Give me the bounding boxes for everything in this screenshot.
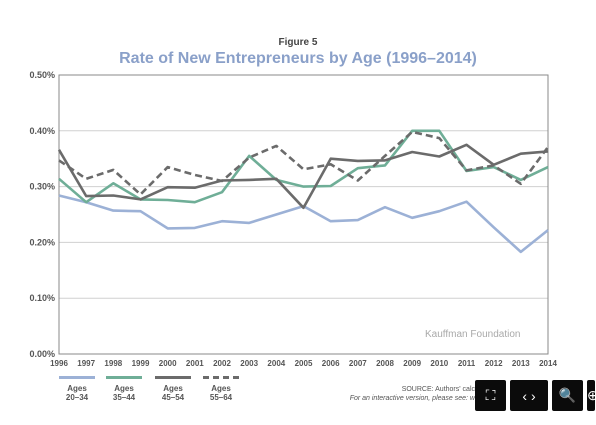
y-tick-label: 0.40% <box>29 126 55 136</box>
legend-label-line: Ages <box>114 384 134 393</box>
fit-icon: ⛶ <box>485 387 496 403</box>
watermark: Kauffman Foundation <box>425 329 521 340</box>
x-tick-label: 2013 <box>512 359 530 368</box>
x-tick-label: 1997 <box>77 359 95 368</box>
series-line-2 <box>58 129 549 204</box>
zoom-out-button[interactable]: 🔍 <box>552 380 583 411</box>
x-tick-label: 2014 <box>539 359 557 368</box>
fit-page-button[interactable]: ⛶ <box>475 380 506 411</box>
figure-label: Figure 5 <box>278 37 318 48</box>
x-tick-label: 2000 <box>159 359 177 368</box>
x-tick-label: 2002 <box>213 359 231 368</box>
series-line-3 <box>57 143 549 210</box>
expand-horizontal-icon: ‹ › <box>522 387 536 404</box>
x-tick-label: 2011 <box>458 359 476 368</box>
x-tick-label: 2005 <box>295 359 313 368</box>
zoom-in-icon: ⊕ <box>587 387 595 403</box>
legend-item: Ages 45–54 <box>148 376 198 402</box>
interactive-version-note: For an interactive version, please see: … <box>349 395 475 402</box>
zoom-out-icon: 🔍 <box>558 387 577 403</box>
y-tick-label: 0.00% <box>29 349 55 359</box>
legend-label-line: 20–34 <box>65 393 89 402</box>
plot-frame <box>58 74 549 355</box>
x-tick-label: 2010 <box>430 359 448 368</box>
legend-swatch <box>106 376 142 379</box>
fit-width-button[interactable]: ‹ › <box>510 380 548 411</box>
x-tick-label: 2012 <box>485 359 503 368</box>
y-tick-label: 0.20% <box>29 237 55 247</box>
source-note: SOURCE: Authors' calc For an interactive… <box>300 385 475 407</box>
chart-title: Rate of New Entrepreneurs by Age (1996–2… <box>119 50 477 67</box>
y-tick-label: 0.50% <box>29 70 55 80</box>
legend-item: Ages 55–64 <box>196 376 246 402</box>
legend-label: Ages 20–34 <box>52 384 102 402</box>
legend-label: Ages 35–44 <box>99 384 149 402</box>
source-line: SOURCE: Authors' calc <box>401 386 475 393</box>
series-line-1 <box>58 194 549 254</box>
x-tick-label: 2009 <box>403 359 421 368</box>
legend-label: Ages 45–54 <box>148 384 198 402</box>
x-tick-label: 1998 <box>104 359 122 368</box>
legend-label-line: Ages <box>67 384 87 393</box>
x-tick-label: 2004 <box>267 359 285 368</box>
legend-label-line: Ages <box>211 384 231 393</box>
legend-label-line: 45–54 <box>161 393 185 402</box>
legend-label-line: Ages <box>163 384 183 393</box>
legend-label: Ages 55–64 <box>196 384 246 402</box>
x-tick-label: 2007 <box>349 359 367 368</box>
series-line-4 <box>58 130 550 196</box>
legend-label-line: 55–64 <box>209 393 233 402</box>
x-tick-label: 2006 <box>322 359 340 368</box>
y-tick-label: 0.10% <box>29 293 55 303</box>
x-tick-label: 1996 <box>50 359 68 368</box>
legend-label-line: 35–44 <box>112 393 136 402</box>
x-tick-label: 2003 <box>240 359 258 368</box>
legend-item: Ages 20–34 <box>52 376 102 402</box>
legend-swatch <box>59 376 95 379</box>
legend-swatch <box>155 376 191 379</box>
legend-item: Ages 35–44 <box>99 376 149 402</box>
y-tick-label: 0.30% <box>29 182 55 192</box>
viewer-toolbar: ⛶ ‹ › 🔍 ⊕ <box>475 380 595 411</box>
zoom-in-button[interactable]: ⊕ <box>587 380 595 411</box>
x-tick-label: 2008 <box>376 359 394 368</box>
legend-swatch <box>203 376 239 379</box>
x-tick-label: 1999 <box>132 359 150 368</box>
x-tick-label: 2001 <box>186 359 204 368</box>
